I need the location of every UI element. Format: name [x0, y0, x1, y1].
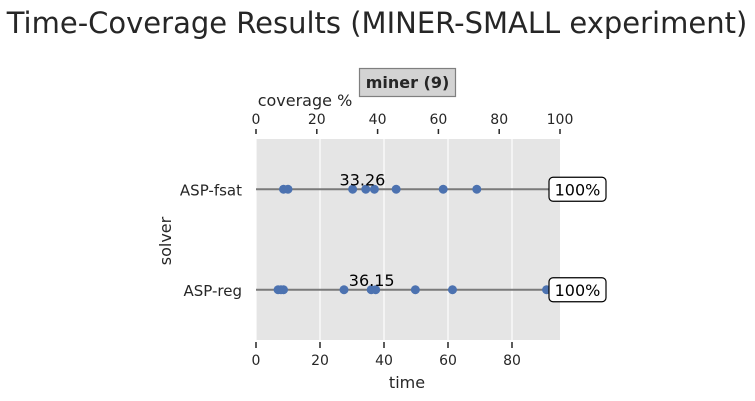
x-tick-label-3: 60 [439, 353, 457, 369]
top-tick-label-0: 0 [252, 112, 261, 128]
data-series: 33.26 100% 36.15 100% [256, 170, 607, 303]
data-point-1-5 [371, 285, 381, 295]
plot-area [256, 139, 560, 340]
data-point-0-3 [361, 184, 371, 194]
data-point-0-7 [472, 184, 482, 194]
bottom-axis: 0 20 40 60 80 [252, 342, 521, 369]
x-tick-label-2: 40 [375, 353, 393, 369]
mean-label-1: 36.15 [349, 271, 395, 290]
panel-label-box [358, 67, 457, 98]
data-point-1-6 [410, 285, 420, 295]
x-tick-label-1: 20 [311, 353, 329, 369]
coverage-label-0: 100% [555, 180, 601, 199]
top-tick-label-1: 20 [308, 112, 326, 128]
top-tick-label-5: 100 [547, 112, 574, 128]
grid-lines [255, 139, 513, 340]
data-point-0-1 [283, 184, 293, 194]
data-point-1-3 [339, 285, 349, 295]
data-point-1-7 [447, 285, 457, 295]
data-point-0-4 [369, 184, 379, 194]
top-tick-label-4: 80 [490, 112, 508, 128]
y-axis: ASP-fsat ASP-reg [180, 181, 242, 300]
y-tick-label-1: ASP-reg [184, 282, 243, 300]
top-axis: 0 20 40 60 80 100 [252, 112, 574, 134]
y-axis-label: solver [156, 216, 175, 265]
chart-title: Time-Coverage Results (MINER-SMALL exper… [6, 6, 748, 40]
coverage-label-1: 100% [555, 281, 601, 300]
mean-label-0: 33.26 [340, 170, 386, 189]
x-tick-label-0: 0 [252, 353, 261, 369]
panel-label: miner (9) [366, 73, 450, 92]
data-point-0-5 [391, 184, 401, 194]
data-point-0-6 [438, 184, 448, 194]
top-tick-label-3: 60 [429, 112, 447, 128]
coverage-box-0 [548, 176, 607, 202]
y-tick-label-0: ASP-fsat [180, 181, 242, 199]
top-tick-label-2: 40 [369, 112, 387, 128]
data-point-0-2 [348, 184, 358, 194]
top-axis-label: coverage % [258, 91, 353, 110]
x-axis-label: time [389, 373, 425, 392]
x-tick-label-4: 80 [503, 353, 521, 369]
data-point-1-2 [279, 285, 289, 295]
coverage-box-1 [548, 277, 607, 303]
